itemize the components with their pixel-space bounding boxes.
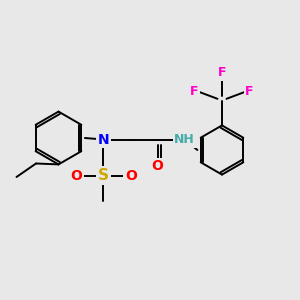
Text: N: N	[98, 133, 109, 146]
Text: O: O	[125, 169, 137, 182]
Text: O: O	[152, 160, 164, 173]
Text: F: F	[245, 85, 254, 98]
Text: O: O	[70, 169, 82, 182]
Text: S: S	[98, 168, 109, 183]
Text: F: F	[218, 66, 226, 80]
Text: NH: NH	[174, 133, 195, 146]
Text: F: F	[190, 85, 199, 98]
